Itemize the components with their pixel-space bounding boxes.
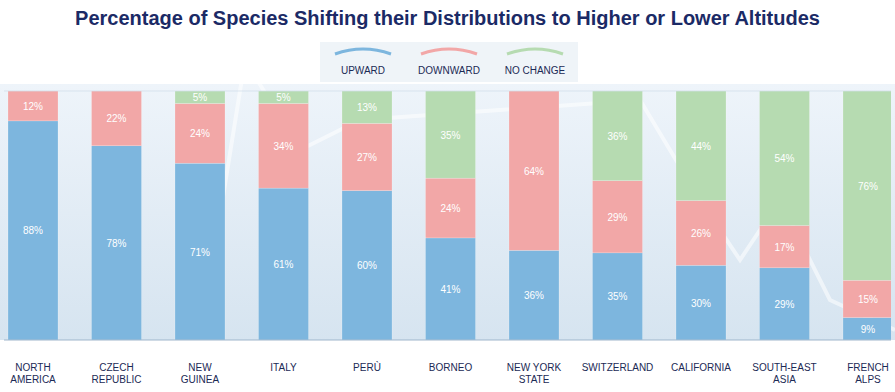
bar-segment bbox=[676, 265, 726, 340]
data-labels: 88% 78% 71% 61% 60% 41% 36% 35% 30% 29% 9% 12% 22% 24… bbox=[23, 92, 878, 335]
bar-segment bbox=[259, 103, 309, 188]
data-label: 29% bbox=[774, 299, 794, 310]
data-label: 64% bbox=[524, 166, 544, 177]
data-label: 13% bbox=[357, 102, 377, 113]
data-label: 9% bbox=[861, 324, 876, 335]
category-label: CALIFORNIA bbox=[671, 362, 731, 373]
bar-segment bbox=[843, 280, 891, 317]
bars bbox=[8, 91, 891, 340]
data-label: 54% bbox=[774, 153, 794, 164]
bar-segment bbox=[593, 181, 643, 253]
data-label: 71% bbox=[190, 247, 210, 258]
bar-segment bbox=[593, 91, 643, 181]
category-label: NEWGUINEA bbox=[181, 362, 220, 385]
data-label: 24% bbox=[190, 128, 210, 139]
bar-segment bbox=[8, 121, 58, 340]
data-label: 12% bbox=[23, 101, 43, 112]
bar-segment bbox=[843, 91, 891, 280]
bar-segment bbox=[426, 91, 476, 178]
category-label: PERÙ bbox=[353, 361, 381, 373]
chart: Percentage of Species Shifting their Dis… bbox=[0, 0, 895, 392]
category-label: ITALY bbox=[270, 362, 297, 373]
title: Percentage of Species Shifting their Dis… bbox=[75, 7, 820, 29]
data-label: 30% bbox=[691, 298, 711, 309]
data-label: 76% bbox=[858, 181, 878, 192]
bar-segment bbox=[175, 91, 225, 103]
bar-segment bbox=[342, 191, 392, 340]
range-line bbox=[4, 91, 891, 92]
bar-segment bbox=[593, 253, 643, 340]
bar-segment bbox=[8, 91, 58, 121]
legend-swatch bbox=[335, 49, 391, 54]
legend-label: DOWNWARD bbox=[418, 65, 480, 76]
legend-label: NO CHANGE bbox=[505, 65, 566, 76]
legend-swatch bbox=[421, 49, 477, 54]
bar-segment bbox=[426, 238, 476, 340]
legend-box bbox=[320, 42, 578, 82]
data-label: 5% bbox=[193, 92, 208, 103]
data-label: 36% bbox=[524, 290, 544, 301]
bar-segment bbox=[760, 225, 810, 267]
bar-segment bbox=[342, 123, 392, 190]
plot-background bbox=[0, 84, 895, 340]
data-label: 88% bbox=[23, 225, 43, 236]
data-label: 61% bbox=[273, 259, 293, 270]
bar-segment bbox=[676, 91, 726, 201]
category-label: SWITZERLAND bbox=[582, 362, 654, 373]
data-label: 60% bbox=[357, 260, 377, 271]
legend-label: UPWARD bbox=[341, 65, 385, 76]
data-label: 34% bbox=[273, 141, 293, 152]
data-label: 17% bbox=[774, 242, 794, 253]
bar-segment bbox=[509, 91, 559, 250]
bar-segment bbox=[843, 318, 891, 340]
data-label: 26% bbox=[691, 228, 711, 239]
category-label: NORTHAMERICA bbox=[10, 362, 56, 385]
category-label: FRENCHALPS bbox=[847, 362, 889, 385]
data-label: 44% bbox=[691, 141, 711, 152]
category-label: BORNEO bbox=[429, 362, 473, 373]
category-label: NEW YORKSTATE bbox=[507, 362, 562, 385]
data-label: 22% bbox=[106, 113, 126, 124]
axis-line bbox=[4, 340, 891, 341]
chart-root: Percentage of Species Shifting their Dis… bbox=[0, 0, 895, 392]
data-label: 15% bbox=[858, 294, 878, 305]
data-label: 78% bbox=[106, 238, 126, 249]
bar-segment bbox=[259, 91, 309, 103]
bar-segment bbox=[175, 103, 225, 163]
data-label: 35% bbox=[607, 291, 627, 302]
bar-segment bbox=[92, 91, 142, 146]
bar-segment bbox=[259, 188, 309, 340]
data-label: 36% bbox=[607, 131, 627, 142]
data-label: 5% bbox=[276, 92, 291, 103]
legend-swatch bbox=[507, 49, 563, 54]
category-label: CZECHREPUBLIC bbox=[91, 362, 141, 385]
bar-segment bbox=[175, 163, 225, 340]
category-label: SOUTH-EASTASIA bbox=[752, 362, 816, 385]
bar-segment bbox=[342, 91, 392, 123]
bar-segment bbox=[92, 146, 142, 340]
bar-segment bbox=[760, 268, 810, 340]
data-label: 35% bbox=[440, 130, 460, 141]
bar-segment bbox=[426, 178, 476, 238]
data-label: 29% bbox=[607, 212, 627, 223]
bar-segment bbox=[509, 250, 559, 340]
data-label: 27% bbox=[357, 152, 377, 163]
data-label: 24% bbox=[440, 203, 460, 214]
decoration bbox=[200, 60, 895, 340]
bar-segment bbox=[760, 91, 810, 225]
bar-segment bbox=[676, 201, 726, 266]
data-label: 41% bbox=[440, 284, 460, 295]
